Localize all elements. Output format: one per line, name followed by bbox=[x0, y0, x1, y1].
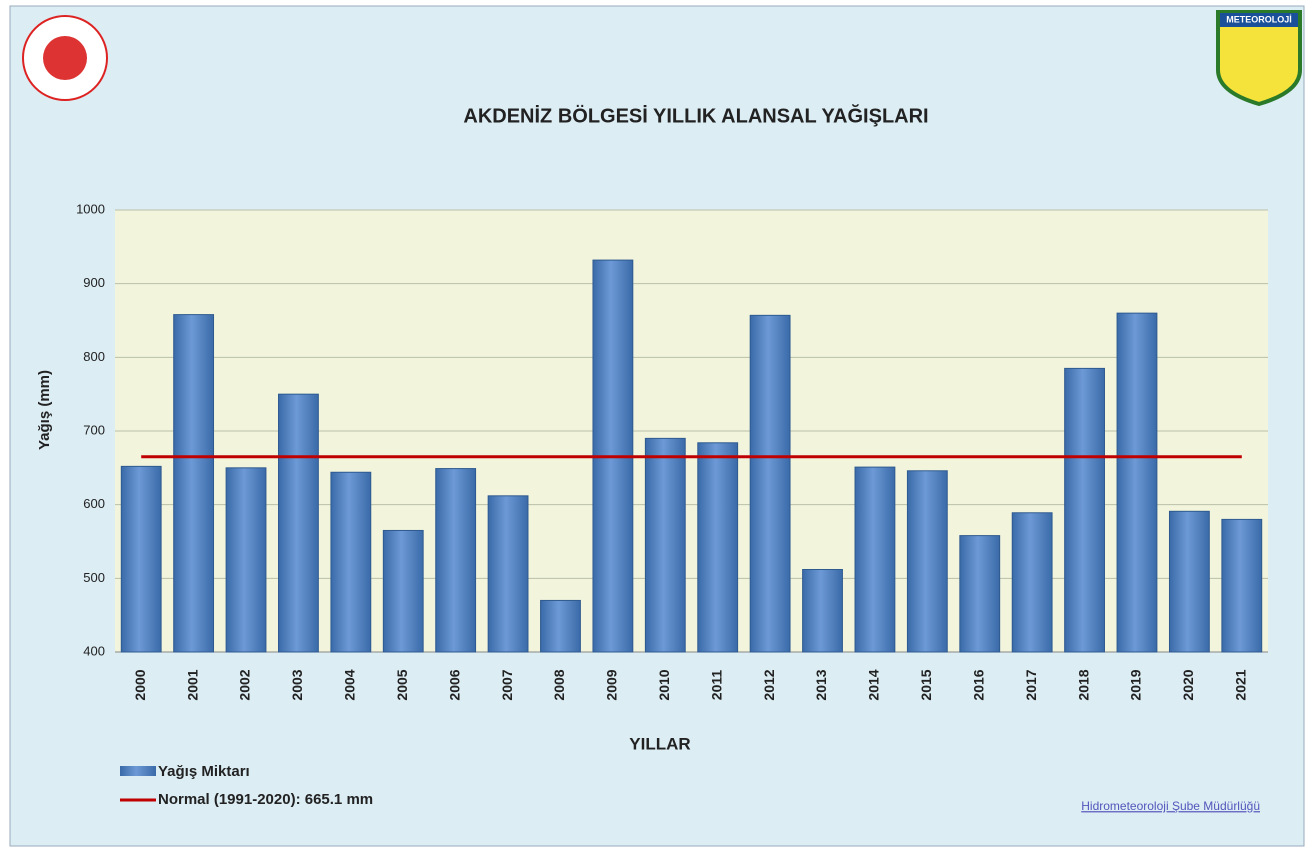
bar bbox=[435, 468, 477, 653]
y-tick-label: 1000 bbox=[76, 201, 105, 216]
x-tick-label: 2002 bbox=[237, 669, 253, 700]
logo-text: METEOROLOJİ bbox=[1226, 14, 1292, 24]
bar bbox=[120, 465, 162, 653]
x-tick-label: 2011 bbox=[708, 670, 724, 701]
bar bbox=[959, 535, 1001, 653]
legend-label: Yağış Miktarı bbox=[158, 763, 250, 780]
bar bbox=[278, 393, 319, 653]
bar bbox=[487, 495, 529, 653]
y-tick-label: 900 bbox=[83, 275, 105, 290]
x-tick-label: 2007 bbox=[499, 669, 515, 700]
x-tick-label: 2015 bbox=[918, 669, 934, 700]
x-tick-label: 2003 bbox=[289, 669, 305, 700]
bar bbox=[854, 466, 896, 653]
x-tick-label: 2005 bbox=[394, 669, 410, 700]
x-tick-label: 2016 bbox=[970, 669, 986, 700]
y-tick-label: 600 bbox=[83, 496, 105, 511]
y-tick-label: 400 bbox=[83, 643, 105, 658]
x-axis-label: YILLAR bbox=[629, 734, 690, 753]
left-logo bbox=[22, 15, 108, 101]
x-tick-label: 2018 bbox=[1075, 669, 1091, 700]
y-tick-label: 800 bbox=[83, 349, 105, 364]
x-tick-label: 2019 bbox=[1128, 669, 1144, 700]
bar bbox=[749, 314, 791, 653]
bar bbox=[1116, 312, 1158, 653]
chart-title: AKDENİZ BÖLGESİ YILLIK ALANSAL YAĞIŞLARI bbox=[463, 103, 928, 127]
x-tick-label: 2014 bbox=[866, 669, 882, 700]
bar bbox=[1221, 518, 1263, 653]
x-tick-label: 2008 bbox=[551, 669, 567, 700]
x-tick-label: 2006 bbox=[446, 669, 462, 700]
bar bbox=[540, 599, 581, 653]
legend-label: Normal (1991-2020): 665.1 mm bbox=[158, 791, 373, 808]
bar bbox=[1064, 367, 1105, 653]
footer: Hidrometeoroloji Şube Müdürlüğü bbox=[1081, 799, 1260, 813]
x-tick-label: 2001 bbox=[184, 669, 200, 700]
x-tick-label: 2010 bbox=[656, 669, 672, 700]
bar bbox=[1011, 512, 1053, 653]
x-tick-label: 2009 bbox=[604, 669, 620, 700]
x-tick-label: 2004 bbox=[342, 669, 358, 700]
bar bbox=[225, 467, 267, 653]
x-tick-label: 2013 bbox=[813, 669, 829, 700]
right-logo: METEOROLOJİ bbox=[1216, 10, 1302, 107]
x-tick-label: 2012 bbox=[761, 669, 777, 700]
x-tick-label: 2020 bbox=[1180, 669, 1196, 700]
bar bbox=[382, 529, 424, 653]
bar bbox=[173, 314, 215, 653]
bar bbox=[330, 471, 372, 653]
bar bbox=[802, 568, 843, 653]
y-tick-label: 500 bbox=[83, 570, 105, 585]
y-axis-label: Yağış (mm) bbox=[36, 370, 53, 450]
bar bbox=[644, 437, 686, 653]
bar bbox=[697, 442, 739, 653]
x-tick-label: 2017 bbox=[1023, 669, 1039, 700]
x-tick-label: 2000 bbox=[132, 669, 148, 700]
legend-swatch bbox=[120, 766, 156, 776]
bar bbox=[906, 470, 948, 653]
x-tick-label: 2021 bbox=[1232, 669, 1248, 700]
bar bbox=[1168, 510, 1210, 653]
y-tick-label: 700 bbox=[83, 422, 105, 437]
